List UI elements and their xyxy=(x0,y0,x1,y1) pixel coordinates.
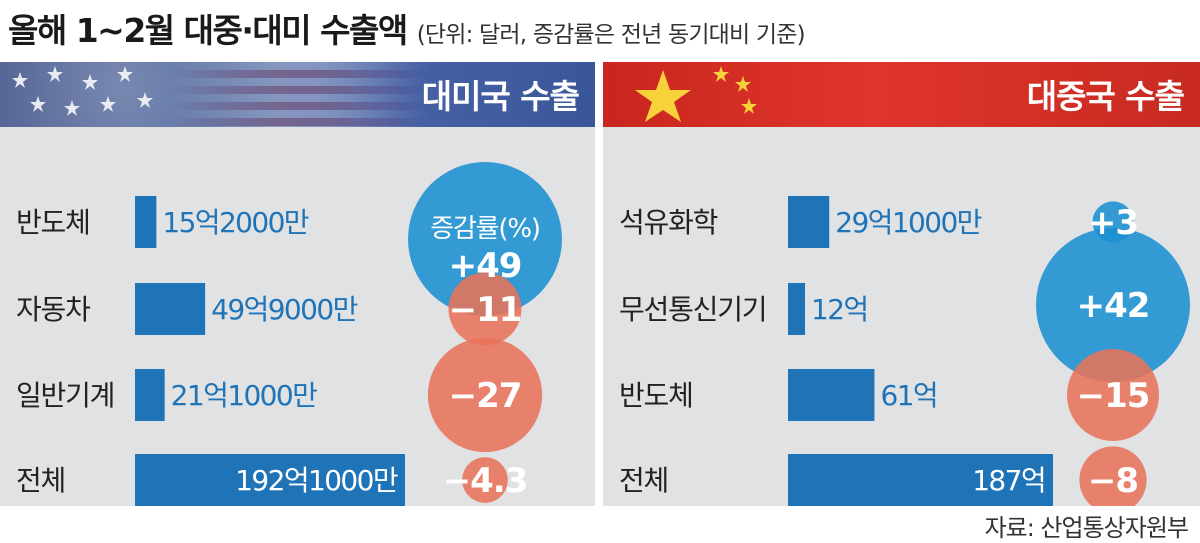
category-label: 전체 xyxy=(16,464,65,497)
category-label: 반도체 xyxy=(16,206,90,239)
growth-label: +3 xyxy=(1088,203,1138,243)
growth-label: −27 xyxy=(449,376,522,416)
china-panel-title: 대중국 수출 xyxy=(1026,77,1185,116)
value-label: 29억1000만 xyxy=(835,206,981,239)
us-flag-stripes xyxy=(170,62,430,127)
category-label: 반도체 xyxy=(619,379,693,412)
value-label: 15억2000만 xyxy=(162,206,308,239)
export-bar xyxy=(135,283,206,335)
growth-bubble-negative xyxy=(448,272,522,346)
value-label: 192억1000만 xyxy=(235,464,398,497)
export-bar xyxy=(788,283,806,335)
us-flag-banner: 대미국 수출 xyxy=(0,62,595,127)
chart-title-row: 올해 1~2월 대중·대미 수출액 (단위: 달러, 증감률은 전년 동기대비 … xyxy=(8,4,806,56)
value-label: 21억1000만 xyxy=(171,379,317,412)
growth-label: −11 xyxy=(449,290,522,330)
growth-bubble-negative xyxy=(1079,446,1147,506)
chart-subtitle: (단위: 달러, 증감률은 전년 동기대비 기준) xyxy=(416,22,806,48)
export-bar xyxy=(135,196,157,248)
growth-bubble-negative xyxy=(427,337,543,453)
growth-label: +49 xyxy=(449,246,522,286)
growth-bubble-negative xyxy=(1066,348,1160,442)
export-bar xyxy=(788,369,875,421)
growth-rate-header: 증감률(%) xyxy=(430,214,540,244)
growth-bubble-positive xyxy=(1036,228,1190,382)
growth-label: +42 xyxy=(1077,286,1150,326)
export-bar xyxy=(135,454,405,506)
category-label: 석유화학 xyxy=(619,206,718,239)
value-label: 187억 xyxy=(972,464,1045,497)
category-label: 전체 xyxy=(619,464,668,497)
growth-label: −15 xyxy=(1077,376,1150,416)
export-bar xyxy=(788,196,830,248)
chart-title: 올해 1~2월 대중·대미 수출액 xyxy=(8,11,408,50)
category-label: 일반기계 xyxy=(16,379,114,412)
us-flag-stars-icon xyxy=(12,66,153,116)
china-flag-banner: 대중국 수출 xyxy=(603,62,1200,127)
us-panel-title: 대미국 수출 xyxy=(421,77,580,116)
value-label: 61억 xyxy=(880,379,937,412)
export-bar xyxy=(135,369,165,421)
value-label: 49억9000만 xyxy=(211,293,357,326)
growth-label: −4.3 xyxy=(443,461,528,501)
value-label: 12억 xyxy=(811,293,868,326)
category-label: 무선통신기기 xyxy=(619,293,766,326)
export-bar xyxy=(788,454,1053,506)
growth-label: −8 xyxy=(1088,461,1138,501)
china-flag-stars-icon xyxy=(635,66,757,122)
category-label: 자동차 xyxy=(16,293,90,326)
growth-bubble-positive xyxy=(408,162,562,316)
growth-bubble-negative xyxy=(462,457,508,503)
source-note: 자료: 산업통상자원부 xyxy=(984,514,1189,542)
